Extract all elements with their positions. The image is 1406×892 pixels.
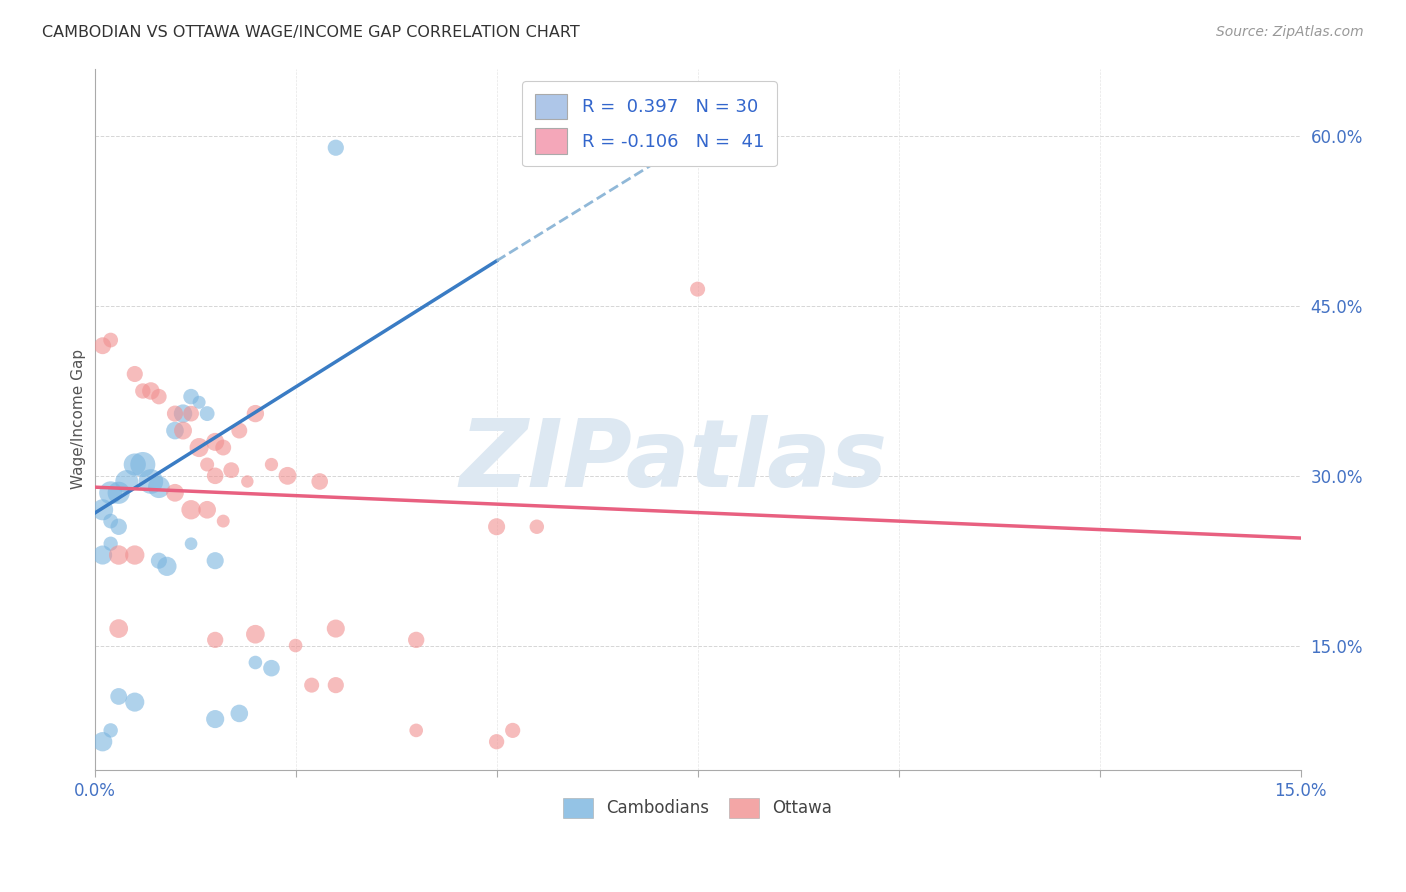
Point (124, 458, 146, 472)
Point (301, 678, 323, 692)
Point (172, 424, 194, 438)
Point (100, 485, 122, 500)
Point (277, 468, 299, 483)
Legend: Cambodians, Ottawa: Cambodians, Ottawa (557, 791, 839, 825)
Point (132, 384, 155, 398)
Point (204, 712, 226, 726)
Point (180, 502, 202, 516)
Point (91, 735, 114, 749)
Point (204, 632, 226, 647)
Point (100, 333, 122, 347)
Point (124, 367, 146, 381)
Point (260, 661, 283, 675)
Point (228, 424, 250, 438)
Point (284, 639, 307, 653)
Point (485, 735, 508, 749)
Point (526, 520, 548, 534)
Point (228, 706, 250, 721)
Point (163, 424, 186, 438)
Point (100, 514, 122, 528)
Point (139, 475, 162, 489)
Point (148, 480, 170, 494)
Point (686, 282, 709, 296)
Point (195, 407, 218, 421)
Point (115, 475, 138, 489)
Point (124, 695, 146, 709)
Point (91, 339, 114, 353)
Point (245, 627, 267, 641)
Point (325, 678, 347, 692)
Point (195, 502, 218, 516)
Point (132, 458, 155, 472)
Point (124, 548, 146, 562)
Point (107, 485, 129, 500)
Point (148, 390, 170, 404)
Point (188, 395, 211, 409)
Text: ZIPatlas: ZIPatlas (460, 416, 887, 508)
Point (325, 141, 347, 155)
Point (325, 622, 347, 636)
Point (91, 548, 114, 562)
Text: CAMBODIAN VS OTTAWA WAGE/INCOME GAP CORRELATION CHART: CAMBODIAN VS OTTAWA WAGE/INCOME GAP CORR… (42, 25, 579, 40)
Point (245, 407, 267, 421)
Point (156, 559, 179, 574)
Point (163, 407, 186, 421)
Point (204, 468, 226, 483)
Point (405, 632, 427, 647)
Point (172, 407, 194, 421)
Point (100, 537, 122, 551)
Point (139, 384, 162, 398)
Point (405, 723, 427, 738)
Point (163, 485, 186, 500)
Point (212, 441, 235, 455)
Point (180, 537, 202, 551)
Point (180, 390, 202, 404)
Point (212, 514, 235, 528)
Point (204, 554, 226, 568)
Y-axis label: Wage/Income Gap: Wage/Income Gap (72, 349, 86, 490)
Point (260, 458, 283, 472)
Point (188, 441, 211, 455)
Point (308, 475, 330, 489)
Point (100, 723, 122, 738)
Point (148, 554, 170, 568)
Point (195, 458, 218, 472)
Point (180, 407, 202, 421)
Point (107, 690, 129, 704)
Point (236, 475, 259, 489)
Point (91, 502, 114, 516)
Point (107, 548, 129, 562)
Point (204, 434, 226, 449)
Text: Source: ZipAtlas.com: Source: ZipAtlas.com (1216, 25, 1364, 39)
Point (107, 622, 129, 636)
Point (219, 463, 242, 477)
Point (485, 520, 508, 534)
Point (502, 723, 524, 738)
Point (245, 656, 267, 670)
Point (107, 520, 129, 534)
